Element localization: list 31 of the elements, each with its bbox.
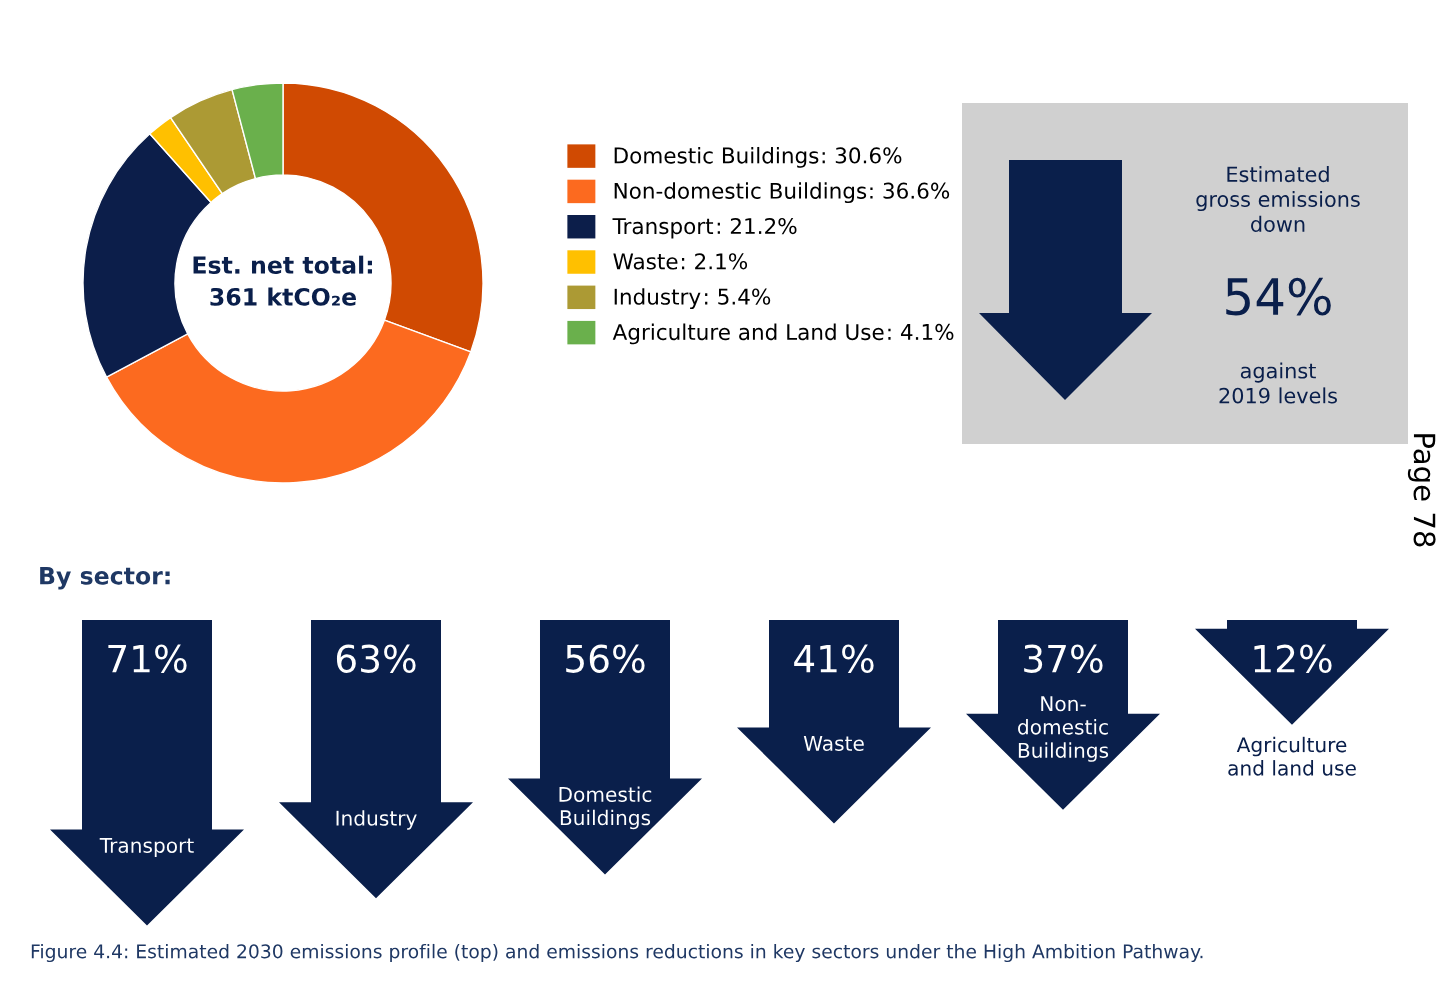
category-label: Transport (99, 838, 194, 857)
legend-label: Waste (613, 253, 678, 270)
category-label: Agriculture and land use (1228, 736, 1356, 776)
text: against 2019 levels (1219, 362, 1337, 404)
text: 54% (1226, 277, 1331, 316)
category-label: Non- domestic Buildings (1018, 696, 1109, 762)
text: Estimated gross emissions down (1196, 166, 1360, 232)
data-label: 63% (336, 644, 416, 673)
legend-label: Agriculture and Land Use (612, 323, 884, 345)
legend-label: Transport (612, 218, 714, 239)
data-label: 41% (794, 644, 874, 673)
data-label: : 4.1% (888, 323, 954, 341)
legend-label: Non-domestic Buildings (614, 182, 867, 204)
category-label: Waste (803, 736, 864, 751)
data-label: : 5.4% (705, 288, 771, 305)
category-label: Industry (336, 810, 417, 830)
data-label: 71% (108, 644, 187, 673)
data-label: 37% (1024, 644, 1103, 673)
data-label: : 30.6% (822, 147, 902, 164)
data-label: : 36.6% (870, 182, 950, 199)
data-label: : 2.1% (681, 253, 748, 270)
legend-label: Domestic Buildings (614, 146, 819, 168)
legend-label: Industry (614, 288, 701, 310)
text: By sector: (40, 567, 170, 590)
text: Page 78 (1407, 434, 1436, 547)
text: Est. net total: 361 ktCO₂e (193, 255, 372, 306)
data-label: 12% (1254, 644, 1332, 673)
data-label: 56% (566, 644, 645, 673)
caption: Figure 4.4: Estimated 2030 emissions profile (top) and emissions reductions in key sectors under the High Ambition Pathway. (31, 943, 1203, 963)
category-label: Domestic Buildings (559, 786, 652, 830)
data-label: : 21.2% (717, 217, 797, 235)
